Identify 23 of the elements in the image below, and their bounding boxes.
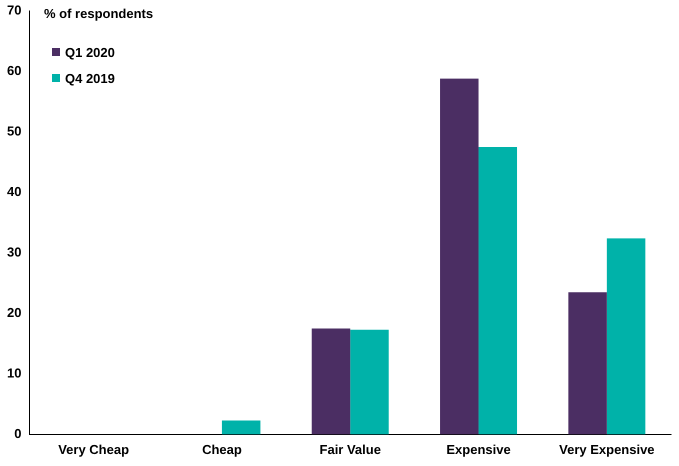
bar [478,146,518,434]
bar [440,78,479,434]
y-tick-label: 50 [6,123,22,138]
y-axis-title: % of respondents [44,6,154,21]
bar [606,238,646,434]
y-tick-label: 0 [14,426,22,441]
bar [568,292,607,434]
x-tick-label: Very Expensive [559,442,655,457]
y-tick-label: 30 [6,244,22,260]
legend-label: Q1 2020 [65,44,115,60]
x-tick-label: Cheap [202,442,242,457]
x-tick-label: Fair Value [320,442,381,457]
y-tick-label: 10 [6,365,22,380]
x-tick-label: Expensive [446,442,511,457]
bar [312,328,350,434]
y-tick-label: 60 [6,62,22,78]
bar [222,420,260,434]
bar [350,330,389,434]
y-tick-label: 20 [6,304,22,320]
x-tick-label: Very Cheap [58,442,130,457]
legend-label: Q4 2019 [65,70,115,86]
y-tick-label: 40 [6,184,22,199]
y-tick-label: 70 [6,2,22,18]
